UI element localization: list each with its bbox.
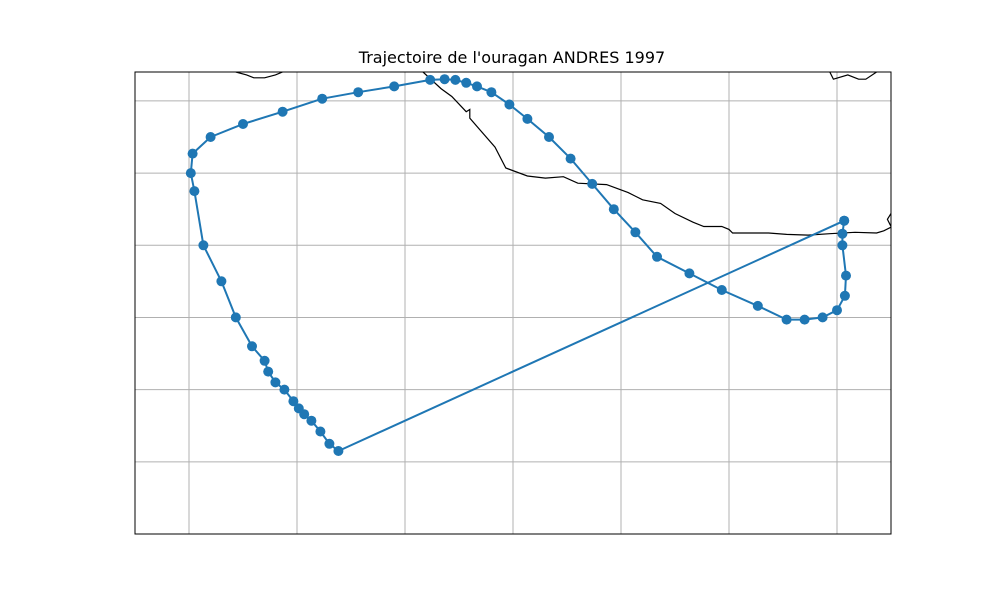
track-point [608,204,619,215]
track-point [817,312,828,323]
track-point [189,186,200,197]
map-frame [134,71,892,535]
track-point [263,366,274,377]
track-point [425,74,436,85]
track-point [461,77,472,88]
track-point [270,377,281,388]
track-point [324,438,335,449]
track-point [832,305,842,316]
track-point [799,314,810,325]
track-point [837,240,848,251]
track-point [752,300,763,311]
track-point [299,409,310,420]
track-point [841,270,851,281]
map-axes [134,71,892,535]
coastline-segment [829,72,877,80]
hurricane-track [185,74,851,456]
track-point [450,74,461,85]
track-point [306,415,317,426]
gridlines [135,72,891,534]
track-point [565,153,576,164]
track-point [317,93,328,104]
coastline-segment [422,72,891,236]
track-point [259,355,270,366]
track-point [238,119,248,129]
track-point [205,132,216,142]
track-point [839,215,850,226]
track-point [630,227,641,238]
track-point [652,251,662,262]
track-point [839,290,850,301]
track-point [587,178,598,189]
track-point [230,312,241,323]
track-point [684,268,695,279]
track-point [472,81,482,92]
track-point [198,240,209,251]
track-point [185,168,196,179]
track-point [716,285,727,295]
map-title: Trajectoire de l'ouragan ANDRES 1997 [358,48,665,67]
track-point [279,384,290,395]
track-point [486,87,497,98]
track-point [216,276,227,287]
track-point [439,74,450,85]
coastline-segment [886,213,891,227]
track-point [504,99,515,110]
track-point [247,341,257,352]
track-point [353,87,364,98]
coastline-segment [235,72,283,79]
track-point [187,148,198,159]
track-point [315,426,326,437]
track-point [781,314,792,325]
track-point [522,113,533,124]
coastline [235,72,891,236]
track-point [837,228,848,239]
track-point [277,106,288,117]
track-point [544,132,554,142]
track-point [389,81,400,92]
track-point [288,396,299,407]
track-point [333,446,344,456]
